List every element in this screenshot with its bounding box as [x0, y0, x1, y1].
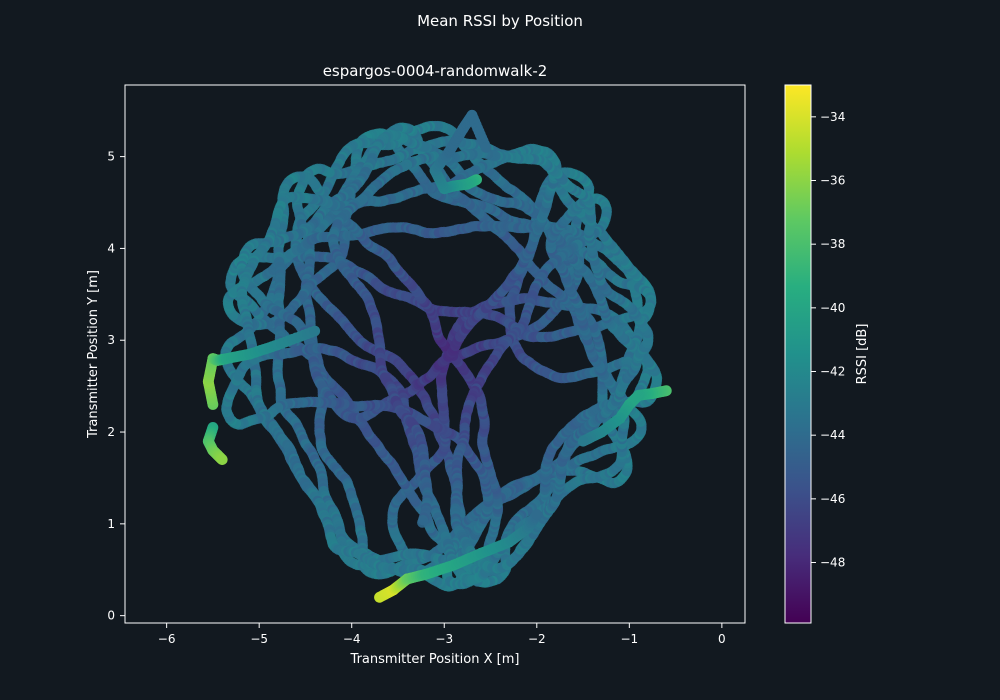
figure-suptitle: Mean RSSI by Position [417, 12, 583, 30]
plot-area [202, 109, 672, 603]
chart-title: espargos-0004-randomwalk-2 [323, 62, 548, 80]
